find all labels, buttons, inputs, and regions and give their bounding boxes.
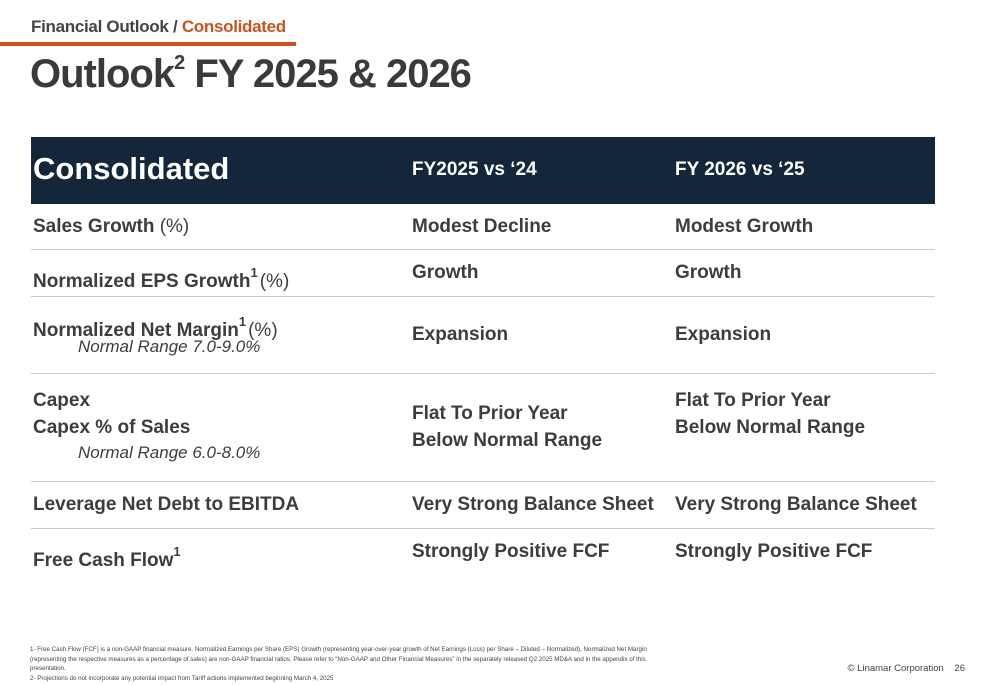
column-header-fy2026: FY 2026 vs ‘25 <box>675 159 805 180</box>
breadcrumb-section: Financial Outlook / <box>31 17 178 36</box>
table-header: Consolidated FY2025 vs ‘24 FY 2026 vs ‘2… <box>31 137 935 204</box>
title-footnote-ref: 2 <box>174 52 185 74</box>
row-value-fy2026: Strongly Positive FCF <box>675 541 873 562</box>
row-value-fy2025: Flat To Prior Year <box>412 403 568 424</box>
table-row: Sales Growth (%) Modest Decline Modest G… <box>31 204 935 250</box>
footnotes: 1- Free Cash Flow (FCF) is a non-GAAP fi… <box>30 645 680 683</box>
table-row: Normalized EPS Growth1 (%) Growth Growth <box>31 250 935 297</box>
table-row: Normalized Net Margin1 (%) Normal Range 7… <box>31 297 935 374</box>
page-title: Outlook2 FY 2025 & 2026 <box>30 52 472 97</box>
table-row: Leverage Net Debt to EBITDA Very Strong … <box>31 482 935 529</box>
page-number: 26 <box>954 663 965 674</box>
row-value-fy2026: Expansion <box>675 324 772 345</box>
row-value-fy2025: Growth <box>412 262 479 283</box>
row-value-fy2025: Strongly Positive FCF <box>412 541 610 562</box>
table-row: Capex Capex % of Sales Normal Range 6.0-… <box>31 374 935 482</box>
accent-rule <box>0 42 296 46</box>
column-header-fy2025: FY2025 vs ‘24 <box>412 159 537 180</box>
row-label: Leverage Net Debt to EBITDA <box>33 494 300 515</box>
row-note: Normal Range 7.0-9.0% <box>78 337 261 356</box>
breadcrumb: Financial Outlook / Consolidated <box>31 17 286 37</box>
footnote-2: 2- Projections do not incorporate any po… <box>30 674 334 682</box>
row-value-fy2026: Very Strong Balance Sheet <box>675 494 917 515</box>
row-value-fy2026: Growth <box>675 262 742 283</box>
title-period: FY 2025 & 2026 <box>194 52 472 96</box>
row-value-fy2025: Very Strong Balance Sheet <box>412 494 654 515</box>
row-value-fy2025-secondary: Below Normal Range <box>412 430 603 451</box>
row-label: Normalized EPS Growth1 (%) <box>33 265 290 292</box>
page-footer: © Linamar Corporation 26 <box>848 663 965 674</box>
footnote-1: 1- Free Cash Flow (FCF) is a non-GAAP fi… <box>30 646 647 672</box>
table-row: Free Cash Flow1 Strongly Positive FCF St… <box>31 529 935 575</box>
row-label: Capex <box>33 390 91 411</box>
title-main: Outlook <box>30 52 175 96</box>
row-value-fy2026: Modest Growth <box>675 216 814 237</box>
row-label: Free Cash Flow1 <box>33 544 181 571</box>
row-value-fy2025: Modest Decline <box>412 216 552 237</box>
row-value-fy2026: Flat To Prior Year <box>675 390 831 411</box>
row-label-secondary: Capex % of Sales <box>33 417 191 438</box>
column-header-metric: Consolidated <box>33 151 230 186</box>
row-value-fy2026-secondary: Below Normal Range <box>675 417 866 438</box>
outlook-table: Consolidated FY2025 vs ‘24 FY 2026 vs ‘2… <box>31 137 935 575</box>
row-label: Sales Growth (%) <box>33 216 190 237</box>
copyright: © Linamar Corporation <box>847 663 944 674</box>
row-note: Normal Range 6.0-8.0% <box>78 443 261 462</box>
row-value-fy2025: Expansion <box>412 324 509 345</box>
row-label: Normalized Net Margin1 (%) <box>33 314 278 341</box>
breadcrumb-current: Consolidated <box>181 17 286 36</box>
